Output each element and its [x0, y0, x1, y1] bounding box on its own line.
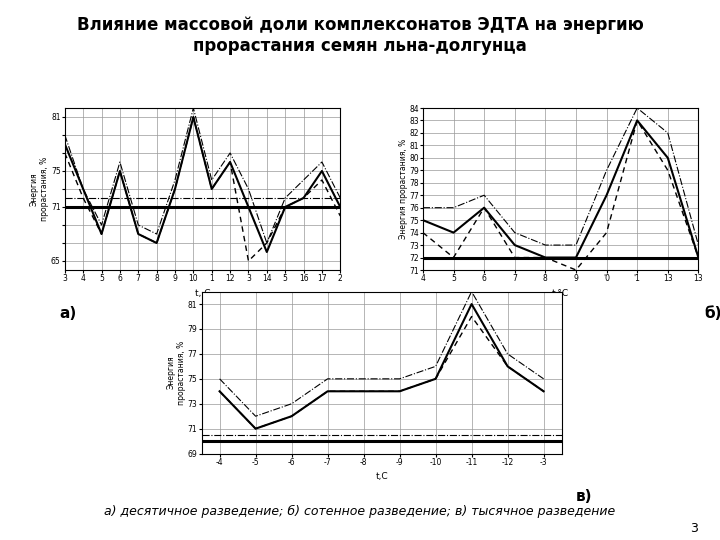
Text: б): б) [704, 306, 720, 321]
Text: а) десятичное разведение; б) сотенное разведение; в) тысячное разведение: а) десятичное разведение; б) сотенное ра… [104, 505, 616, 518]
X-axis label: t,°С: t,°С [552, 289, 570, 298]
X-axis label: t, С: t, С [195, 289, 210, 298]
Text: в): в) [576, 489, 593, 504]
Text: а): а) [59, 306, 76, 321]
Y-axis label: Энергия
прорастания, %: Энергия прорастания, % [167, 341, 186, 404]
Y-axis label: Энергия
прорастания, %: Энергия прорастания, % [30, 157, 50, 221]
Y-axis label: Энергия прорастания, %: Энергия прорастания, % [399, 139, 408, 239]
X-axis label: t,С: t,С [375, 472, 388, 481]
Text: Влияние массовой доли комплексонатов ЭДТА на энергию
прорастания семян льна-долг: Влияние массовой доли комплексонатов ЭДТ… [76, 16, 644, 55]
Text: 3: 3 [690, 522, 698, 535]
